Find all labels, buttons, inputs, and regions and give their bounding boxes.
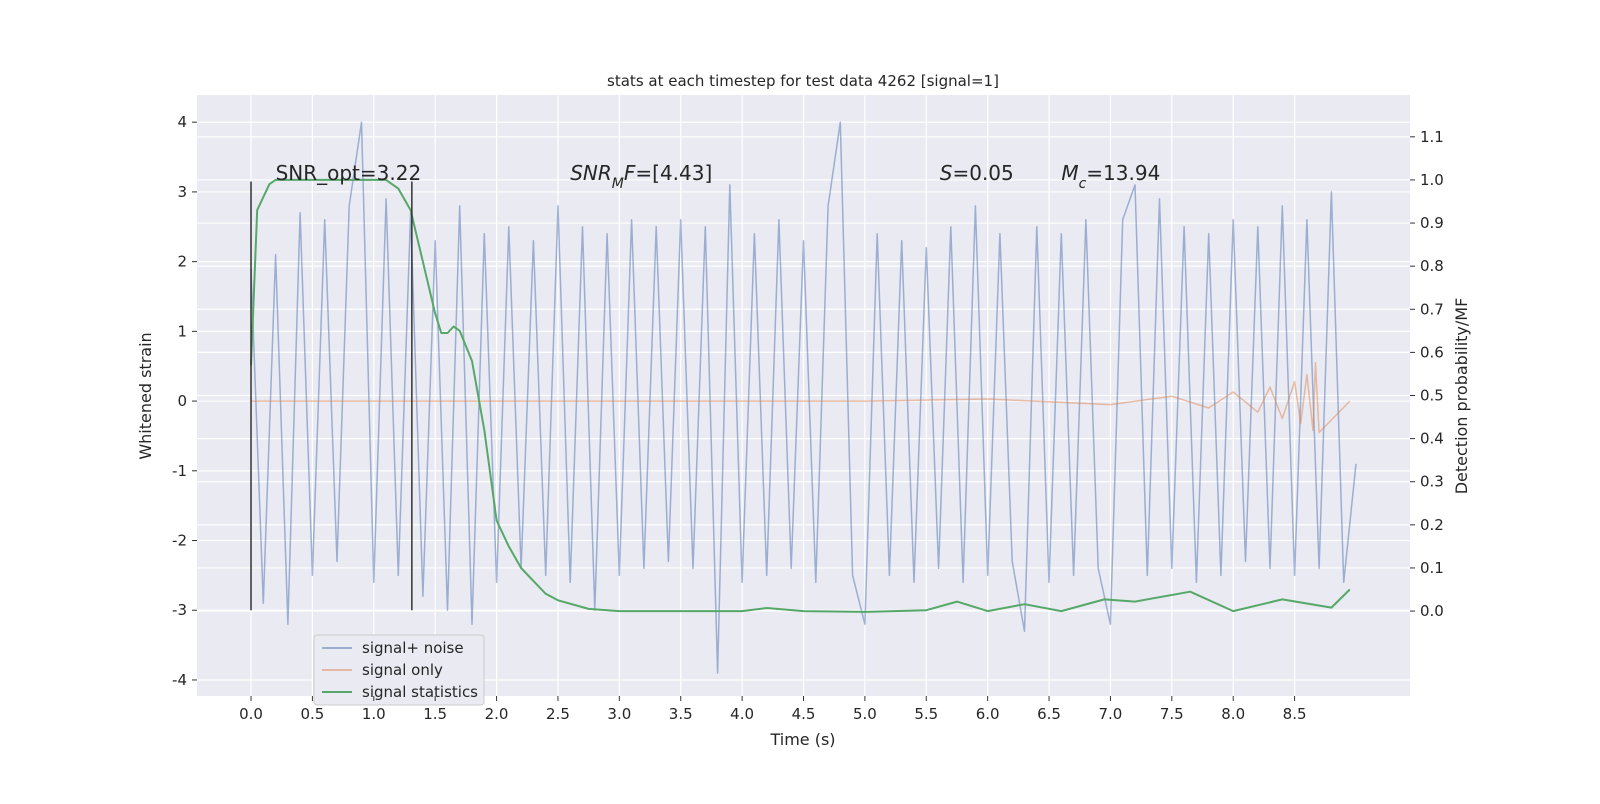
x-tick-label: 3.0 [607,705,631,723]
y2-tick-label: 0.7 [1420,300,1444,318]
y2-tick-label: 0.0 [1420,602,1444,620]
annotation-part: M [1061,161,1078,185]
marks [250,121,1357,674]
y2-tick-label: 0.4 [1420,430,1444,448]
x-tick-label: 0.0 [239,705,263,723]
legend-label: signal only [362,661,443,679]
x-tick-label: 8.5 [1283,705,1307,723]
annotation-part: SNR [570,161,612,185]
annotation: Mc=13.94 [1061,161,1160,192]
x-tick-label: 5.5 [914,705,938,723]
x-tick-label: 4.5 [792,705,816,723]
annotation-part: M [612,176,624,192]
chart-title: stats at each timestep for test data 426… [607,72,999,90]
y-tick-label: 0 [177,392,187,410]
y-tick-label: 1 [177,322,187,340]
y-tick-label: 2 [177,253,187,271]
x-tick-label: 5.0 [853,705,877,723]
y-tick-label: -2 [172,532,187,550]
y2-tick-label: 0.1 [1420,559,1444,577]
y-tick-label: 3 [177,183,187,201]
annotation-part: SNR_opt=3.22 [276,161,422,185]
annotation-part: S [940,161,953,185]
y2-tick-label: 0.3 [1420,473,1444,491]
series-line [250,121,1357,674]
legend-label: signal+ noise [362,639,464,657]
y2-tick-label: 0.5 [1420,387,1444,405]
x-tick-label: 3.5 [669,705,693,723]
y2-tick-label: 1.1 [1420,128,1444,146]
x-tick-label: 2.0 [485,705,509,723]
legend-label: signal statistics [362,683,478,701]
x-tick-label: 7.0 [1099,705,1123,723]
x-tick-label: 8.0 [1221,705,1245,723]
y2-tick-label: 1.0 [1420,171,1444,189]
y2-tick-label: 0.2 [1420,516,1444,534]
x-tick-label: 1.5 [423,705,447,723]
y-tick-label: -4 [172,671,187,689]
annotation: SNRMF=[4.43] [570,161,712,192]
legend-box [313,634,485,706]
annotation-part: F [624,161,636,185]
x-tick-label: 6.0 [976,705,1000,723]
y2-tick-label: 0.8 [1420,257,1444,275]
legend: signal+ noise signal only signal statistic… [313,634,485,706]
y-tick-label: -1 [172,462,187,480]
annotation: SNR_opt=3.22 [276,161,422,185]
annotation-part: =[4.43] [635,161,712,185]
x-tick-label: 6.5 [1037,705,1061,723]
y2-axis-label: Detection probability/MF [1452,298,1471,495]
series-line [250,178,1351,613]
annotation-part: =0.05 [952,161,1013,185]
y-tick-label: -3 [172,601,187,619]
x-tick-label: 7.5 [1160,705,1184,723]
annotation: S=0.05 [940,161,1014,185]
x-tick-label: 2.5 [546,705,570,723]
y2-tick-label: 0.6 [1420,343,1444,361]
x-tick-label: 1.0 [362,705,386,723]
annotation-part: =13.94 [1086,161,1160,185]
series-line [251,361,1351,434]
x-tick-label: 0.5 [300,705,324,723]
x-tick-label: 4.0 [730,705,754,723]
y2-tick-label: 0.9 [1420,214,1444,232]
annotation-part: c [1079,176,1087,192]
y-axis-label: Whitened strain [136,332,155,459]
y-tick-label: 4 [177,113,187,131]
x-axis-label: Time (s) [769,730,835,749]
